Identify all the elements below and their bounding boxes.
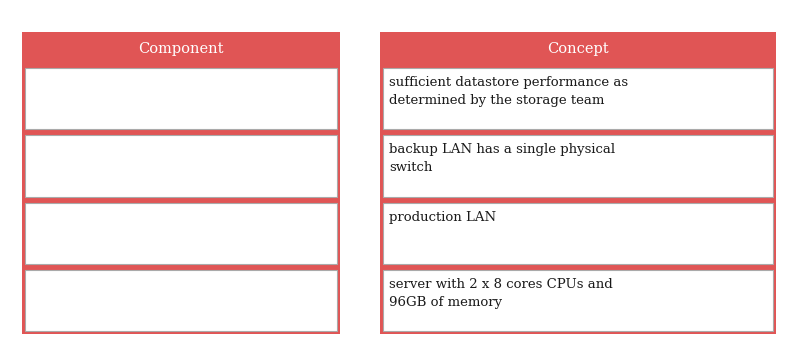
Text: production LAN: production LAN	[389, 210, 496, 224]
Text: Component: Component	[138, 42, 223, 56]
Bar	[25, 135, 337, 196]
Bar	[383, 270, 773, 331]
Text: server with 2 x 8 cores CPUs and
96GB of memory: server with 2 x 8 cores CPUs and 96GB of…	[389, 278, 613, 309]
Text: backup LAN has a single physical
switch: backup LAN has a single physical switch	[389, 143, 615, 174]
Text: sufficient datastore performance as
determined by the storage team: sufficient datastore performance as dete…	[389, 76, 628, 107]
Bar	[383, 68, 773, 129]
Bar	[383, 202, 773, 264]
Bar	[22, 32, 340, 65]
Bar	[380, 32, 776, 65]
Text: Concept: Concept	[547, 42, 609, 56]
Bar	[25, 270, 337, 331]
Bar	[25, 202, 337, 264]
Bar	[22, 32, 340, 334]
Bar	[380, 32, 776, 334]
Bar	[383, 135, 773, 196]
Bar	[25, 68, 337, 129]
